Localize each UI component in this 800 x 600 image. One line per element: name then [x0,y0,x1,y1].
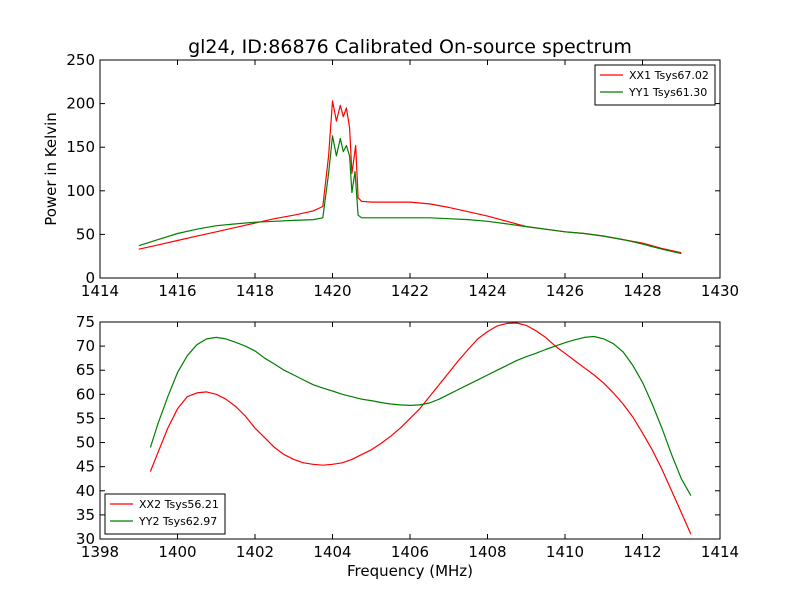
bottom-y-tick-label: 60 [76,385,95,403]
bottom-x-tick-label: 1400 [158,543,196,561]
top-y-axis-label: Power in Kelvin [42,112,60,226]
bottom-y-tick-label: 70 [76,337,95,355]
top-y-tick-label: 250 [66,51,95,69]
bottom-x-tick-label: 1402 [236,543,274,561]
top-y-tick-label: 100 [66,182,95,200]
bottom-y-tick-label: 45 [76,458,95,476]
top-panel: 1414 1416 1418 1420 1422 1424 1426 1428 1430 0 50 1… [42,51,739,300]
bottom-x-tick-label: 1404 [313,543,351,561]
top-x-tick-label: 1430 [701,282,739,300]
bottom-x-tick-label: 1406 [391,543,429,561]
bottom-legend-label: XX2 Tsys56.21 [139,498,219,511]
top-x-tick-label: 1416 [158,282,196,300]
bottom-legend-label: YY2 Tsys62.97 [138,515,217,528]
top-legend-box [594,64,716,106]
top-y-tick-label: 150 [66,138,95,156]
bottom-x-axis-label: Frequency (MHz) [347,562,473,580]
top-x-tick-label: 1426 [546,282,584,300]
bottom-legend-box [104,493,226,535]
top-legend-label: XX1 Tsys67.02 [629,69,709,82]
bottom-y-tick-label: 35 [76,506,95,524]
bottom-x-tick-label: 1408 [468,543,506,561]
top-y-tick-label: 200 [66,95,95,113]
bottom-y-tick-label: 50 [76,434,95,452]
bottom-panel: 1398 1400 1402 1404 1406 1408 1410 1412 1414 30 35… [76,313,739,580]
bottom-x-tick-label: 1412 [623,543,661,561]
bottom-x-tick-label: 1414 [701,543,739,561]
top-y-tick-label: 50 [76,225,95,243]
top-legend-label: YY1 Tsys61.30 [628,86,707,99]
top-legend: XX1 Tsys67.02 YY1 Tsys61.30 [594,64,716,106]
top-x-tick-label: 1418 [236,282,274,300]
bottom-y-tick-label: 30 [76,530,95,548]
top-x-tick-label: 1420 [313,282,351,300]
top-x-tick-label: 1428 [623,282,661,300]
bottom-y-tick-label: 40 [76,482,95,500]
top-x-tick-label: 1414 [81,282,119,300]
top-x-tick-label: 1424 [468,282,506,300]
top-series-line-yy [138,135,682,255]
bottom-y-tick-label: 75 [76,313,95,331]
bottom-x-tick-label: 1410 [546,543,584,561]
bottom-y-tick-label: 55 [76,409,95,427]
top-x-tick-label: 1422 [391,282,429,300]
bottom-y-tick-label: 65 [76,361,95,379]
bottom-legend: XX2 Tsys56.21 YY2 Tsys62.97 [104,493,226,535]
bottom-series-line-yy [149,335,692,496]
top-y-tick-label: 0 [85,269,95,287]
bottom-x-tick-label: 1398 [81,543,119,561]
bottom-series-line-xx [149,322,692,535]
figure-title: gl24, ID:86876 Calibrated On-source spec… [188,36,632,58]
